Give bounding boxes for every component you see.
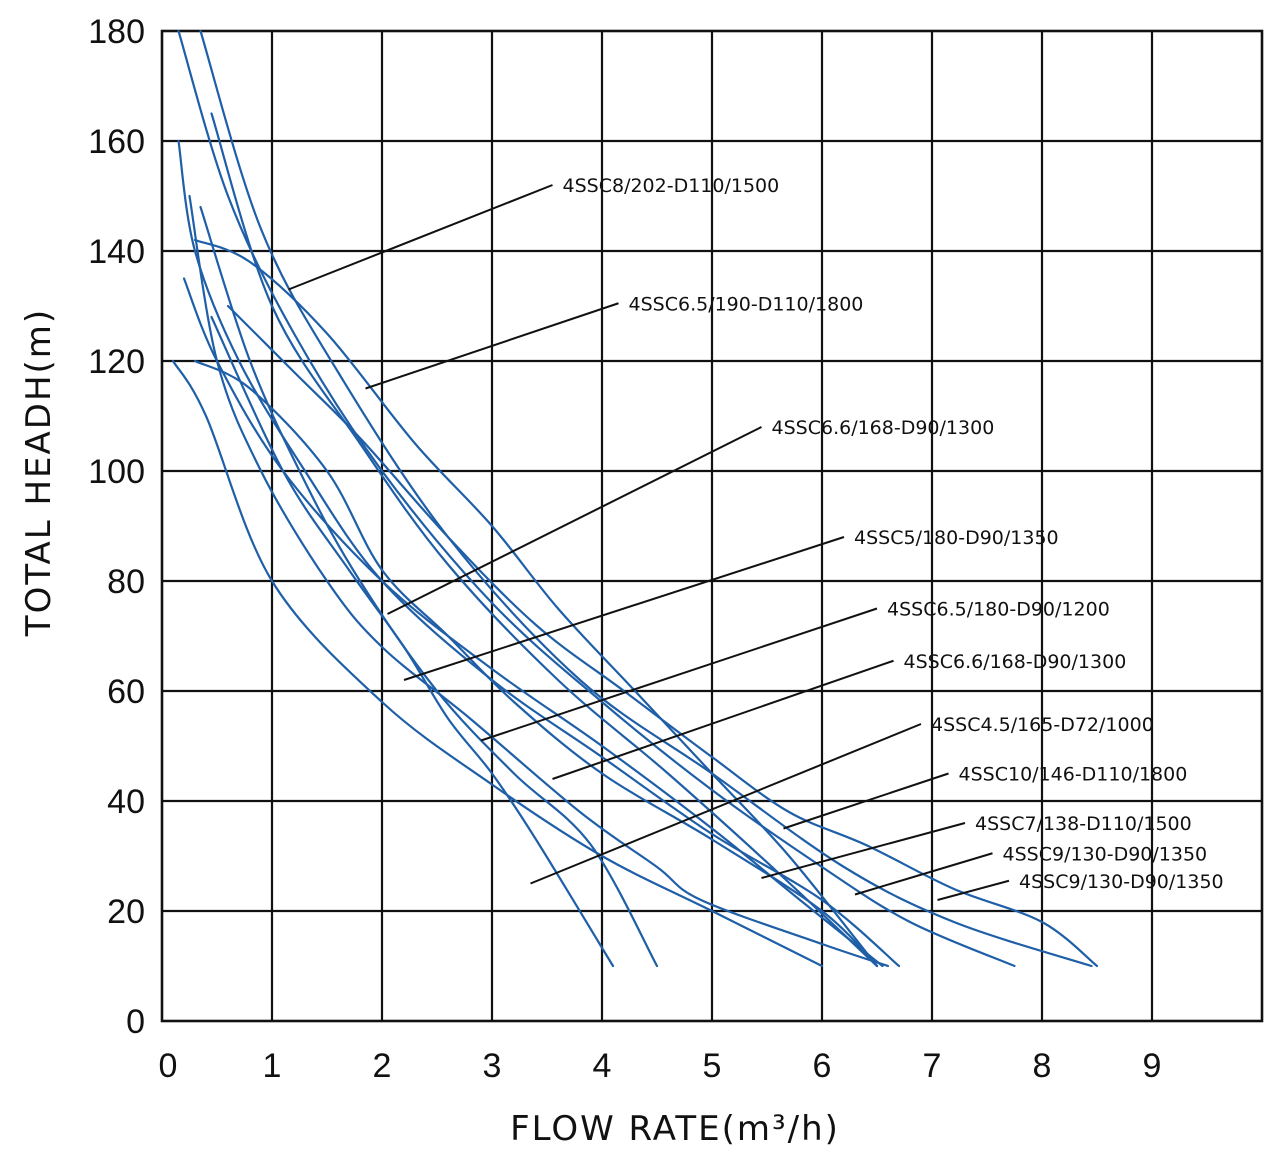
leader-line-4	[403, 536, 845, 681]
x-axis-ticks: 0 1 2 3 4 5 6 7 8 9	[159, 1047, 1162, 1085]
model-label-5: 4SSC6.5/180-D90/1200	[887, 599, 1110, 621]
curve-series-1	[199, 29, 1093, 968]
performance-curves	[171, 29, 1099, 968]
x-axis-title: FLOW RATE(m³/h)	[510, 1109, 840, 1149]
curve-series-8	[226, 304, 1099, 968]
y-tick-label: 120	[88, 343, 145, 381]
y-tick-label: 20	[107, 893, 145, 931]
model-label-4: 4SSC5/180-D90/1350	[854, 527, 1059, 549]
leader-line-8	[783, 772, 949, 830]
plot-frame	[160, 29, 1264, 1023]
leader-line-2	[365, 302, 619, 390]
curve-series-11	[199, 205, 659, 968]
y-tick-label: 80	[107, 563, 145, 601]
leader-line-9	[761, 822, 966, 879]
label-leader-lines	[288, 184, 1010, 901]
curve-series-6	[193, 238, 879, 968]
x-tick-label: 2	[373, 1047, 392, 1085]
curve-series-4	[210, 112, 879, 968]
y-tick-label: 40	[107, 783, 145, 821]
x-tick-label: 8	[1033, 1047, 1052, 1085]
curve-series-10	[188, 194, 890, 968]
curve-series-9	[193, 359, 879, 968]
leader-line-1	[288, 184, 553, 291]
model-label-6: 4SSC6.6/168-D90/1300	[904, 651, 1127, 673]
y-tick-label: 60	[107, 673, 145, 711]
leader-line-6	[552, 659, 894, 780]
y-tick-label: 100	[88, 453, 145, 491]
model-label-9: 4SSC7/138-D110/1500	[975, 813, 1192, 835]
x-tick-label: 7	[923, 1047, 942, 1085]
grid	[160, 29, 1264, 1023]
y-axis-title: TOTAL HEADH(m)	[19, 308, 59, 637]
leader-line-10	[854, 852, 993, 896]
leader-line-7	[530, 723, 922, 885]
model-label-3: 4SSC6.6/168-D90/1300	[772, 417, 995, 439]
y-tick-label: 0	[126, 1003, 145, 1041]
x-tick-label: 9	[1143, 1047, 1162, 1085]
y-axis-ticks: 0 20 40 60 80 100 120 140 160 180	[88, 13, 145, 1041]
leader-line-3	[387, 426, 762, 615]
model-label-11: 4SSC9/130-D90/1350	[1019, 871, 1224, 893]
x-tick-label: 4	[593, 1047, 612, 1085]
x-tick-label: 6	[813, 1047, 832, 1085]
model-label-10: 4SSC9/130-D90/1350	[1003, 843, 1208, 865]
leader-line-11	[937, 879, 1010, 901]
y-tick-label: 140	[88, 233, 145, 271]
model-labels: 4SSC8/202-D110/1500 4SSC6.5/190-D110/1800…	[563, 175, 1224, 893]
leader-line-5	[480, 607, 878, 742]
y-tick-label: 160	[88, 123, 145, 161]
x-tick-label: 0	[159, 1047, 178, 1085]
y-tick-label: 180	[88, 13, 145, 51]
curve-series-12	[210, 315, 615, 968]
model-label-8: 4SSC10/146-D110/1800	[959, 764, 1188, 786]
model-label-2: 4SSC6.5/190-D110/1800	[629, 293, 864, 315]
x-tick-label: 3	[483, 1047, 502, 1085]
curve-series-7	[171, 359, 824, 968]
curve-series-3	[177, 139, 901, 968]
model-label-7: 4SSC4.5/165-D72/1000	[931, 714, 1154, 736]
model-label-1: 4SSC8/202-D110/1500	[563, 175, 780, 197]
x-tick-label: 5	[703, 1047, 722, 1085]
x-tick-label: 1	[263, 1047, 282, 1085]
